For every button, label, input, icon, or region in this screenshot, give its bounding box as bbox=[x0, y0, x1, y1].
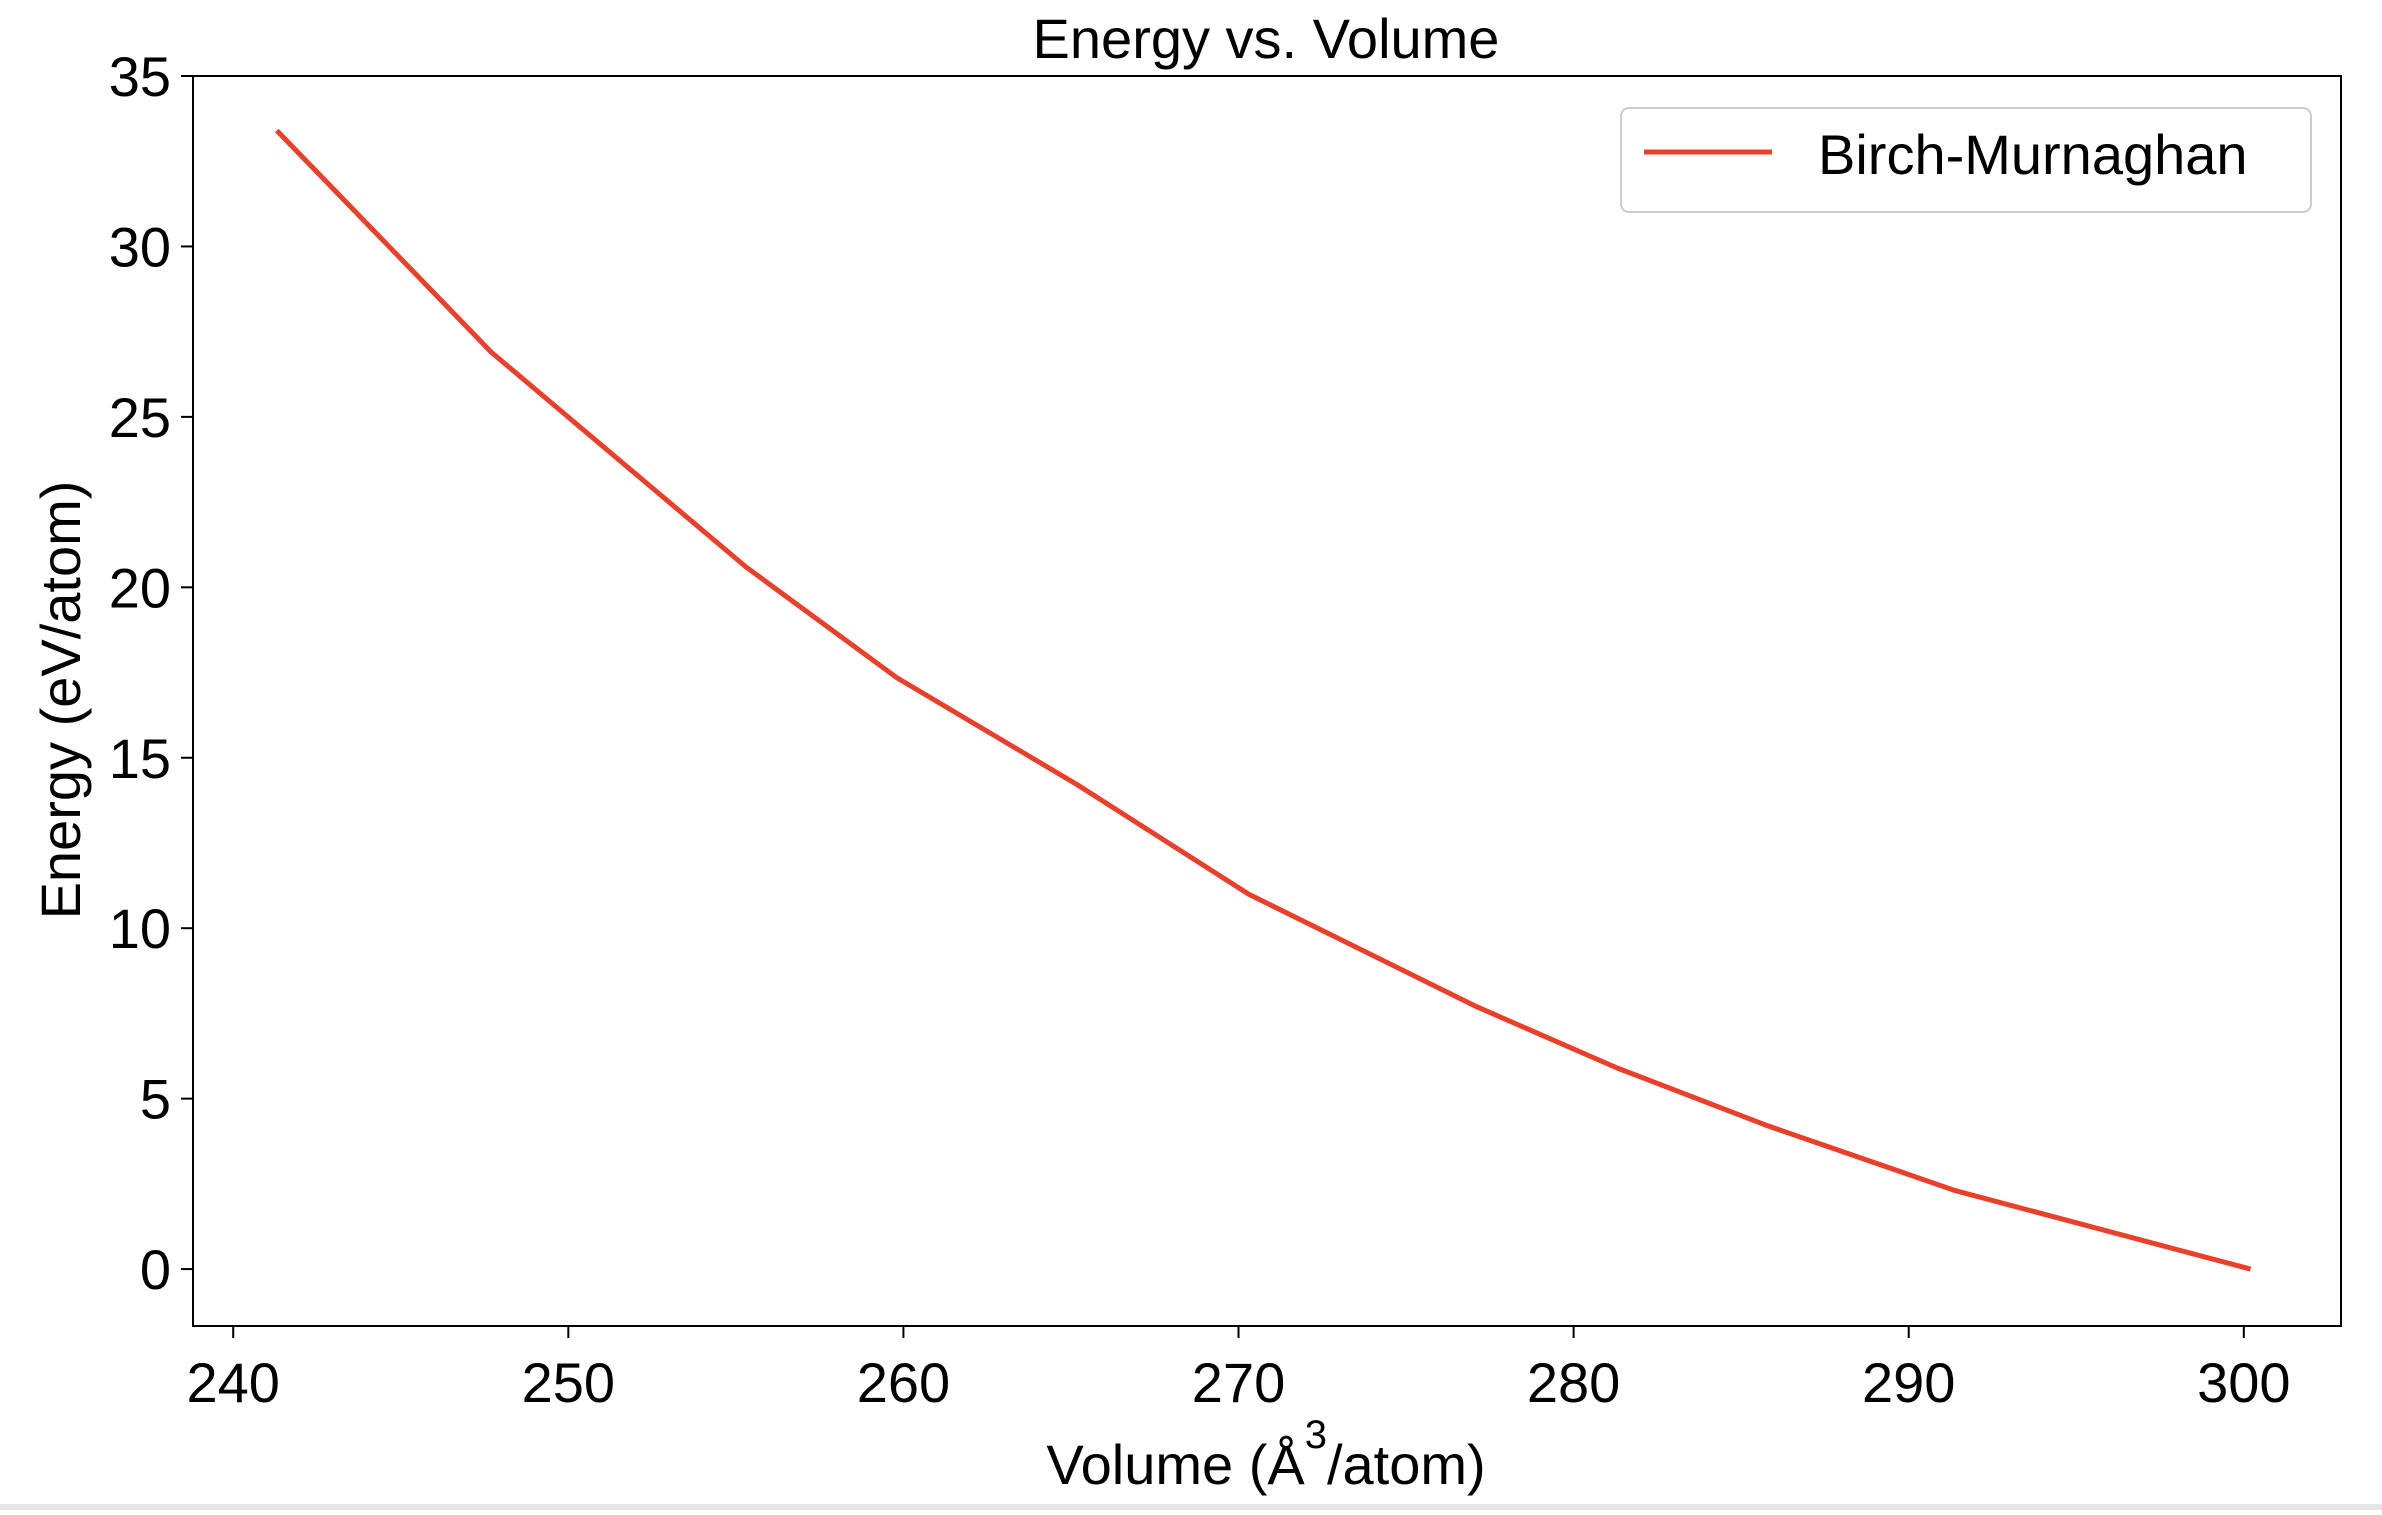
x-tick-label: 300 bbox=[2197, 1351, 2290, 1414]
y-tick-label: 25 bbox=[109, 386, 171, 449]
y-tick-label: 0 bbox=[140, 1238, 171, 1301]
x-axis-label: Volume (Å3/atom) bbox=[1046, 1413, 1485, 1496]
legend-label-birch-murnaghan: Birch-Murnaghan bbox=[1818, 123, 2248, 186]
y-tick-label: 10 bbox=[109, 897, 171, 960]
x-tick-label: 260 bbox=[857, 1351, 950, 1414]
plot-area: 240 250 260 270 280 290 300 0 5 10 15 20 25 30 35 bbox=[109, 45, 2342, 1414]
legend: Birch-Murnaghan bbox=[1620, 107, 2312, 213]
y-tick-label: 20 bbox=[109, 556, 171, 619]
x-tick-label: 250 bbox=[522, 1351, 615, 1414]
x-tick-label: 240 bbox=[186, 1351, 279, 1414]
series-line-birch-murnaghan bbox=[275, 128, 2252, 1272]
chart-title: Energy vs. Volume bbox=[1033, 7, 1500, 70]
y-tick-label: 15 bbox=[109, 727, 171, 790]
y-tick-label: 5 bbox=[140, 1068, 171, 1131]
x-tick-label: 270 bbox=[1192, 1351, 1285, 1414]
y-axis-label: Energy (eV/atom) bbox=[29, 481, 92, 920]
x-tick-label: 290 bbox=[1862, 1351, 1955, 1414]
axes-frame bbox=[192, 75, 2342, 1327]
y-tick-label: 30 bbox=[109, 215, 171, 278]
x-tick-label: 280 bbox=[1527, 1351, 1620, 1414]
x-axis-label-tail: /atom) bbox=[1327, 1433, 1486, 1496]
x-axis-label-main: Volume (Å bbox=[1046, 1433, 1305, 1496]
x-axis-label-superscript: 3 bbox=[1305, 1413, 1327, 1457]
bottom-strip bbox=[0, 1504, 2382, 1510]
legend-frame bbox=[1620, 107, 2312, 213]
y-tick-label: 35 bbox=[109, 45, 171, 108]
